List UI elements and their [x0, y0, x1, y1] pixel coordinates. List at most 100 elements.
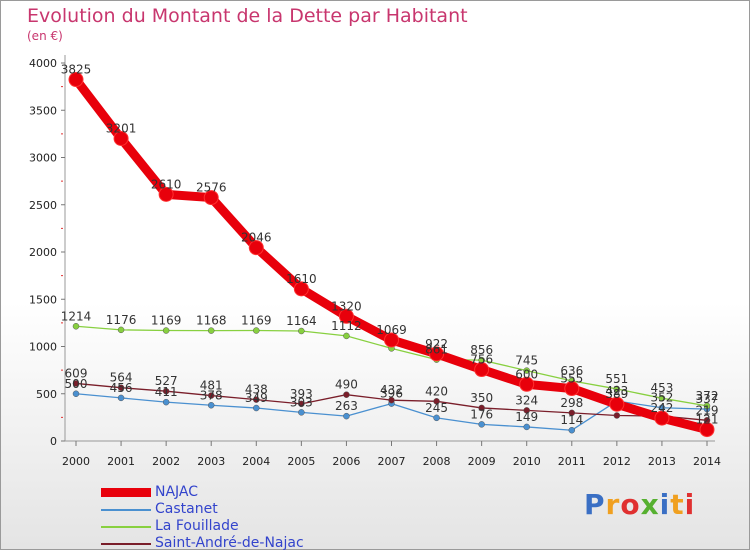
chart-unit-label: (en €) [27, 29, 63, 43]
data-label: 423 [605, 384, 628, 398]
data-point-la-fouillade [72, 323, 80, 330]
data-point-saint-andr-de-najac [568, 409, 576, 417]
data-label: 1320 [331, 299, 362, 313]
x-tick-label: 2012 [603, 455, 631, 468]
data-label: 393 [290, 387, 313, 401]
data-label: 114 [560, 413, 583, 427]
data-point-najac [158, 186, 174, 202]
data-label: 149 [515, 410, 538, 424]
data-point-la-fouillade [298, 327, 305, 335]
data-label: 745 [515, 354, 538, 368]
data-label: 324 [515, 393, 538, 407]
data-point-najac [654, 410, 670, 426]
data-label: 861 [425, 343, 448, 357]
data-label: 411 [155, 385, 178, 399]
data-label: 3201 [106, 122, 137, 136]
data-label: 1610 [286, 272, 317, 286]
x-tick-label: 2000 [62, 455, 90, 468]
data-point-saint-andr-de-najac [207, 392, 215, 399]
x-tick-label: 2001 [107, 455, 135, 468]
data-point-la-fouillade [253, 327, 260, 334]
y-tick-label: 3000 [29, 152, 57, 165]
legend-label: La Fouillade [155, 518, 239, 534]
data-point-saint-andr-de-najac [72, 380, 80, 387]
logo-letter: P [584, 488, 606, 521]
data-point-castanet [433, 414, 440, 422]
data-point-castanet [117, 394, 125, 402]
data-point-saint-andr-de-najac [613, 412, 621, 419]
data-label: 1168 [196, 314, 227, 328]
legend-swatch [101, 509, 151, 511]
data-point-la-fouillade [703, 402, 711, 410]
data-point-najac [68, 72, 84, 88]
data-label: 527 [155, 374, 178, 388]
data-label: 350 [470, 391, 493, 405]
data-label: 636 [560, 364, 583, 378]
data-label: 420 [425, 384, 448, 398]
y-tick-label: 3500 [29, 104, 57, 117]
data-label: 1176 [106, 313, 137, 327]
data-point-castanet [162, 398, 170, 406]
data-point-najac [519, 376, 535, 392]
data-label: 490 [335, 378, 358, 392]
logo-letter: i [659, 488, 671, 521]
x-tick-label: 2014 [693, 455, 721, 468]
data-point-castanet [568, 426, 576, 434]
data-point-la-fouillade [207, 327, 215, 334]
data-label: 453 [650, 381, 673, 395]
legend-label: Saint-André-de-Najac [155, 535, 304, 551]
data-label: 564 [110, 371, 133, 385]
data-label: 2046 [241, 231, 272, 245]
data-label: 756 [470, 353, 493, 367]
x-tick-label: 2009 [468, 455, 496, 468]
data-point-najac [293, 281, 309, 297]
legend-label: Castanet [155, 501, 218, 517]
y-tick-label: 4000 [29, 57, 57, 70]
data-point-najac [474, 362, 490, 378]
data-point-najac [248, 240, 264, 256]
data-label: 352 [650, 391, 673, 405]
data-point-castanet [253, 404, 260, 412]
data-label: 303 [290, 395, 313, 409]
y-tick-label: 2000 [29, 246, 57, 259]
data-label: 856 [470, 343, 493, 357]
data-point-saint-andr-de-najac [343, 391, 350, 398]
data-label: 922 [425, 337, 448, 351]
data-label: 551 [605, 372, 628, 386]
data-label: 600 [515, 367, 538, 381]
data-point-castanet [72, 390, 80, 397]
data-point-najac [113, 131, 129, 147]
data-point-castanet [298, 409, 305, 416]
data-label: 2576 [196, 181, 227, 195]
data-label: 372 [696, 389, 719, 403]
logo-letter: o [620, 488, 641, 521]
logo-letter: x [640, 488, 660, 521]
legend-label: NAJAC [155, 484, 199, 500]
x-tick-label: 2005 [287, 455, 315, 468]
data-label: 245 [425, 401, 448, 415]
data-label: 396 [380, 387, 403, 401]
data-point-najac [384, 332, 399, 348]
data-label: 438 [245, 383, 268, 397]
data-label: 555 [560, 372, 583, 386]
y-tick-label: 1000 [29, 341, 57, 354]
x-tick-label: 2008 [423, 455, 451, 468]
data-label: 263 [335, 399, 358, 413]
y-tick-label: 2500 [29, 199, 57, 212]
data-point-saint-andr-de-najac [117, 384, 125, 391]
data-point-najac [609, 396, 625, 412]
legend-swatch [101, 543, 151, 545]
data-point-la-fouillade [523, 367, 530, 374]
data-point-saint-andr-de-najac [162, 387, 170, 395]
x-tick-label: 2013 [648, 455, 676, 468]
data-label: 337 [696, 392, 719, 406]
data-label: 1214 [61, 309, 92, 323]
logo-letter: t [670, 488, 685, 521]
data-point-najac [338, 308, 354, 324]
x-tick-label: 2010 [513, 455, 541, 468]
data-point-saint-andr-de-najac [298, 400, 305, 408]
data-label: 1169 [151, 314, 182, 328]
x-tick-label: 2007 [378, 455, 406, 468]
